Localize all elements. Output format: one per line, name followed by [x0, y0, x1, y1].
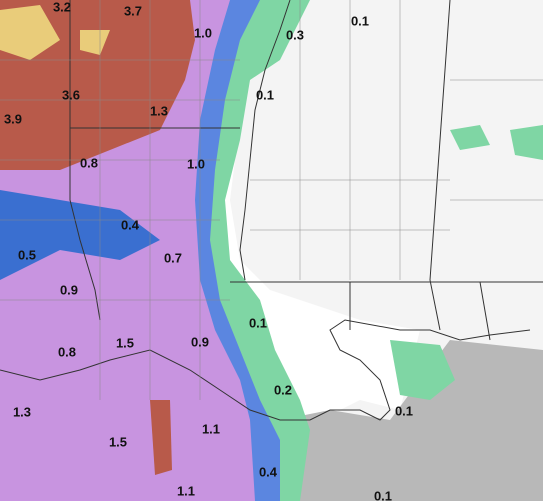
precip-label: 3.9: [4, 111, 22, 126]
precip-label: 0.9: [191, 334, 209, 349]
precip-labels: 3.2 3.7 1.0 0.3 0.1 3.6 0.1 1.3 3.9 0.8 1.0 0.4 0.5 0…: [4, 0, 413, 501]
precip-label: 1.5: [109, 434, 127, 449]
precip-label: 1.0: [194, 25, 212, 40]
precip-label: 1.3: [150, 103, 168, 118]
coastline: [0, 319, 531, 421]
precip-label: 0.1: [374, 488, 392, 501]
county-lines: [0, 0, 543, 400]
precip-label: 1.3: [13, 404, 31, 419]
precip-label: 3.2: [53, 0, 71, 14]
precip-label: 1.0: [187, 156, 205, 171]
precip-label: 0.9: [60, 282, 78, 297]
blue-patch: [0, 190, 160, 280]
state-borders: [69, 0, 543, 341]
green-patches: [450, 125, 543, 160]
precip-label: 0.3: [286, 27, 304, 42]
precip-label: 0.4: [259, 464, 278, 479]
precip-label: 1.1: [177, 483, 195, 498]
precip-label: 0.2: [274, 382, 292, 397]
precip-label: 3.6: [62, 87, 80, 102]
precip-label: 0.8: [58, 344, 76, 359]
yellow-patches: [0, 5, 110, 60]
precip-label: 0.4: [121, 217, 140, 232]
precip-label: 1.5: [116, 335, 134, 350]
precip-label: 0.8: [80, 155, 98, 170]
brown-patch: [150, 400, 172, 475]
river: [239, 0, 291, 281]
precip-label: 0.1: [395, 403, 413, 418]
precip-label: 3.7: [124, 3, 142, 18]
precip-label: 0.5: [18, 247, 36, 262]
precip-label: 0.1: [249, 315, 267, 330]
gulf-gray: [270, 340, 543, 501]
precip-label: 0.7: [164, 250, 182, 265]
green-offshore: [390, 340, 455, 400]
precip-label: 1.1: [202, 421, 220, 436]
precip-label: 0.1: [256, 87, 274, 102]
precip-label: 0.1: [351, 13, 369, 28]
